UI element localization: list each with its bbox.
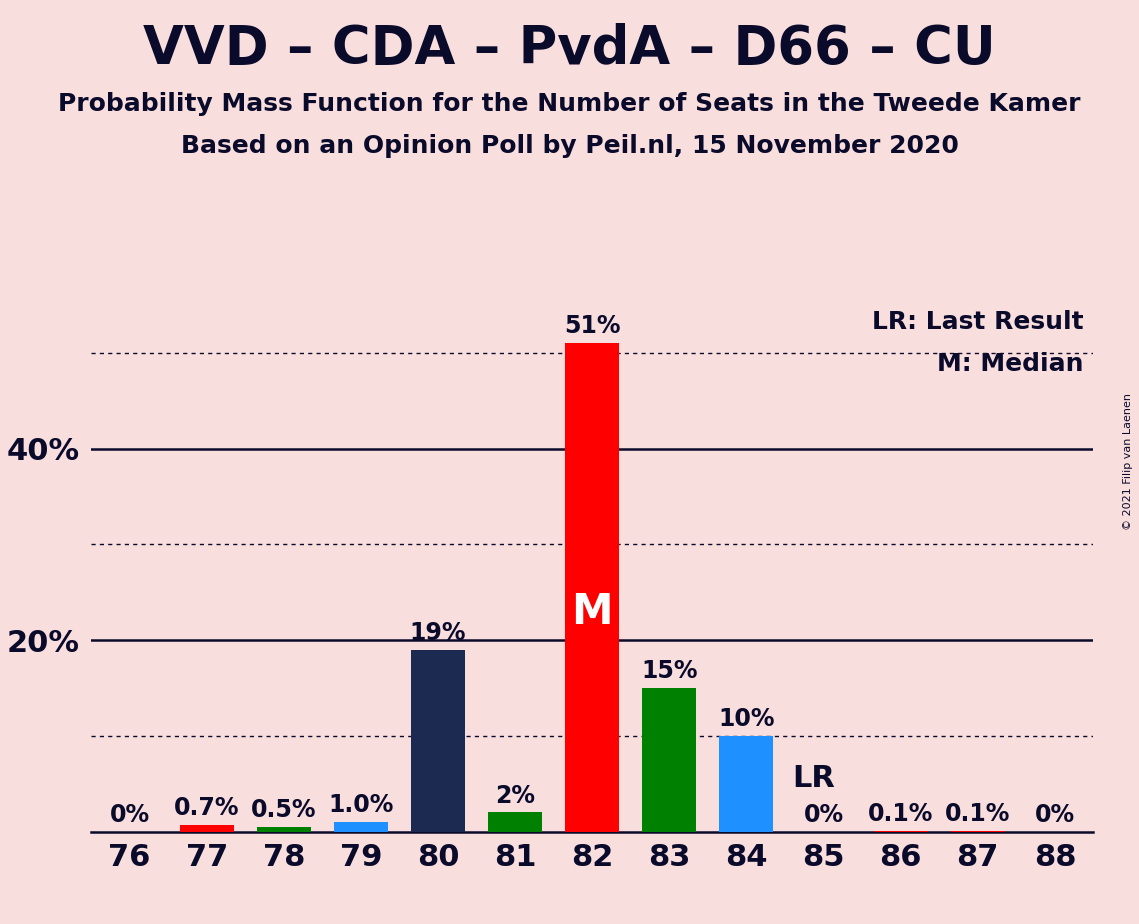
Bar bbox=[180, 825, 233, 832]
Text: 0.5%: 0.5% bbox=[251, 798, 317, 822]
Text: M: Median: M: Median bbox=[937, 352, 1083, 376]
Text: VVD – CDA – PvdA – D66 – CU: VVD – CDA – PvdA – D66 – CU bbox=[144, 23, 995, 75]
Text: 2%: 2% bbox=[495, 784, 535, 808]
Text: M: M bbox=[572, 590, 613, 633]
Bar bbox=[642, 688, 696, 832]
Text: 10%: 10% bbox=[719, 707, 775, 731]
Text: 15%: 15% bbox=[641, 659, 697, 683]
Text: 0%: 0% bbox=[109, 803, 149, 827]
Text: 19%: 19% bbox=[410, 621, 466, 645]
Text: LR: LR bbox=[793, 764, 836, 794]
Text: 0%: 0% bbox=[803, 803, 844, 827]
Text: Probability Mass Function for the Number of Seats in the Tweede Kamer: Probability Mass Function for the Number… bbox=[58, 92, 1081, 116]
Bar bbox=[951, 831, 1005, 832]
Bar bbox=[565, 343, 620, 832]
Bar bbox=[489, 812, 542, 832]
Bar bbox=[411, 650, 465, 832]
Text: 0%: 0% bbox=[1035, 803, 1075, 827]
Text: 0.1%: 0.1% bbox=[868, 802, 933, 826]
Text: 0.1%: 0.1% bbox=[945, 802, 1010, 826]
Text: 1.0%: 1.0% bbox=[328, 793, 394, 817]
Bar bbox=[257, 827, 311, 832]
Bar bbox=[334, 822, 388, 832]
Text: 0.7%: 0.7% bbox=[174, 796, 239, 821]
Text: 51%: 51% bbox=[564, 314, 621, 338]
Text: Based on an Opinion Poll by Peil.nl, 15 November 2020: Based on an Opinion Poll by Peil.nl, 15 … bbox=[181, 134, 958, 158]
Text: © 2021 Filip van Laenen: © 2021 Filip van Laenen bbox=[1123, 394, 1133, 530]
Text: LR: Last Result: LR: Last Result bbox=[871, 310, 1083, 334]
Bar bbox=[720, 736, 773, 832]
Bar bbox=[874, 831, 927, 832]
